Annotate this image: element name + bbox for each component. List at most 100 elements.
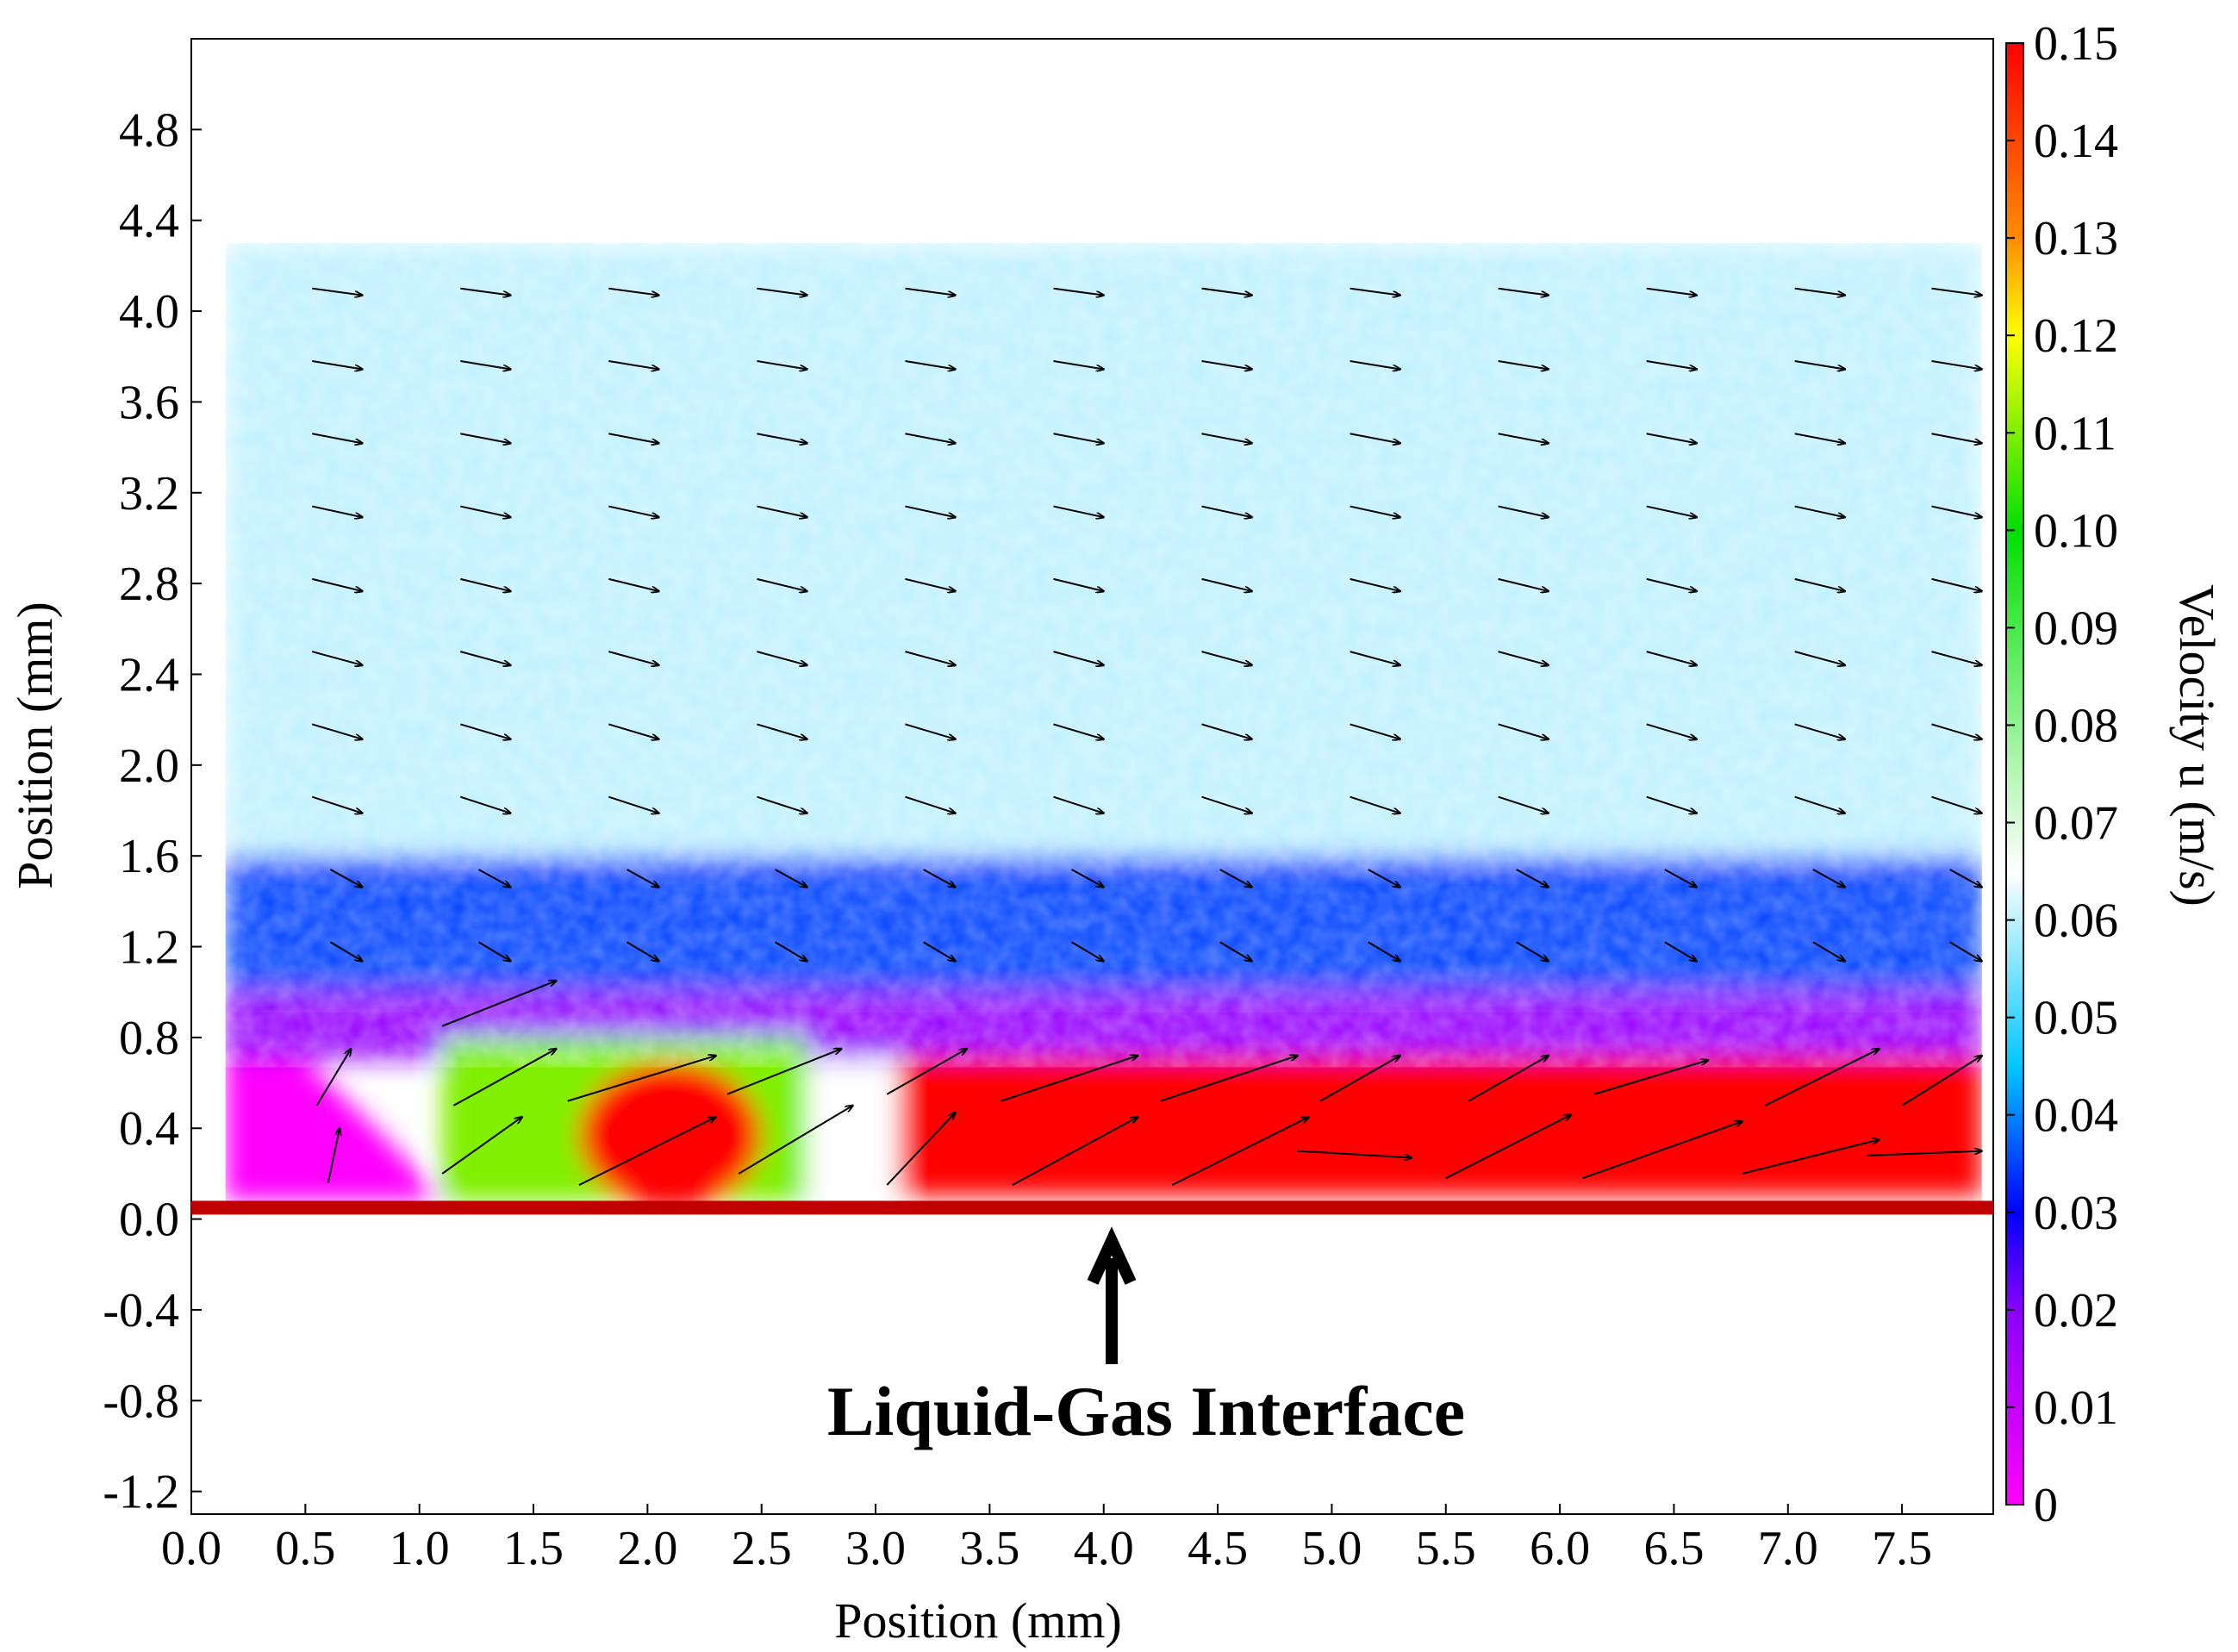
velocity-vector [905,795,955,814]
velocity-vector [1350,795,1400,814]
field-noise [225,243,1982,993]
velocity-vector [1498,287,1549,296]
velocity-vector [608,360,658,369]
velocity-vector [315,1049,352,1107]
velocity-vector [1742,1139,1880,1175]
velocity-vector [1516,869,1549,888]
colorbar-tick-label: 0.10 [2034,504,2118,558]
y-axis-label: Position (mm) [7,602,63,889]
velocity-vector [1867,1151,1981,1156]
velocity-vector [1812,869,1845,888]
velocity-vector [1794,723,1845,739]
y-tick-label: -1.2 [103,1466,179,1519]
velocity-vector [608,577,658,591]
velocity-vector [1201,651,1252,665]
velocity-vector [1646,795,1697,814]
velocity-vector [1664,941,1697,961]
colorbar-label: Velocity u (m/s) [2169,584,2225,907]
velocity-vector [1071,941,1104,961]
y-tick-label: 2.8 [119,558,179,611]
velocity-vector [460,577,510,591]
velocity-vector [1201,433,1252,443]
velocity-vector [1053,287,1104,296]
velocity-vector [923,869,956,888]
velocity-vector [311,795,362,814]
x-tick-label: 7.0 [1758,1522,1818,1575]
field-region [225,1060,443,1201]
velocity-vector [1498,505,1549,518]
velocity-field [225,243,1982,1201]
velocity-vector [1794,287,1845,296]
x-tick-label: 6.5 [1643,1522,1704,1575]
velocity-vector [608,287,658,296]
colorbar-tick-label: 0.02 [2034,1284,2118,1337]
y-tick-label: 1.6 [119,830,179,883]
velocity-vector [1350,505,1400,518]
velocity-vector [1901,1056,1982,1107]
velocity-vector [1053,360,1104,369]
velocity-vector [1931,577,1982,591]
velocity-vector [608,433,658,443]
velocity-vector [627,941,659,961]
y-tick-label: 3.6 [119,376,179,429]
field-region-group [225,243,1982,1201]
y-tick-label: 0.8 [119,1012,179,1065]
velocity-vector [1794,577,1845,591]
velocity-vector [441,981,556,1027]
velocity-vector [460,360,510,369]
y-tick-label: 4.4 [119,195,179,248]
velocity-vector [905,505,955,518]
velocity-vector [1445,1114,1572,1180]
velocity-vector [1794,651,1845,665]
velocity-vector [460,723,510,739]
y-axis-ticks: -1.2 -0.8 -0.4 0.0 0.4 0.8 1.2 1.6 2.0 2.4 2.8 3.2 3… [103,103,202,1519]
velocity-vector [905,577,955,591]
velocity-vector [1949,941,1982,961]
velocity-vector [1350,360,1400,369]
velocity-vector [1931,795,1982,814]
velocity-vector [1498,795,1549,814]
velocity-vector [1219,869,1252,888]
velocity-vector [578,1117,716,1186]
velocity-vector [1764,1049,1879,1107]
velocity-vector [1931,651,1982,665]
x-tick-label: 3.0 [845,1522,906,1575]
velocity-vector [1949,869,1982,888]
colorbar-tick-label: 0.01 [2034,1381,2118,1435]
velocity-vector [567,1056,716,1102]
velocity-vector [1350,651,1400,665]
velocity-vector [886,1049,967,1095]
velocity-vector [312,505,362,518]
velocity-vector [923,941,956,961]
velocity-vector [1001,1056,1138,1102]
velocity-vector [608,723,658,739]
y-tick-label: -0.8 [103,1375,179,1428]
colorbar-tick-label: 0.13 [2034,212,2118,265]
velocity-vector [311,723,362,739]
velocity-vector [460,433,510,443]
velocity-vector [1201,360,1252,369]
velocity-vector [477,941,511,961]
velocity-vector [1794,360,1845,369]
x-tick-label: 5.5 [1416,1522,1476,1575]
velocity-vector [1646,723,1697,739]
velocity-vector [312,651,362,665]
colorbar-tick-label: 0.14 [2034,115,2118,168]
velocity-vector [1498,433,1549,443]
velocity-vector [1516,941,1549,961]
velocity-vector [1593,1060,1708,1095]
velocity-vector [1931,723,1982,739]
x-tick-label: 6.0 [1530,1522,1590,1575]
velocity-vector [312,433,362,443]
colorbar-tick-label: 0.06 [2034,895,2118,948]
interface-pointer-arrowhead-icon [1087,1226,1137,1285]
velocity-vector [312,287,362,296]
velocity-vector [1931,287,1982,296]
velocity-vector [757,433,807,443]
velocity-vector [312,577,362,591]
colorbar-tick-label: 0.07 [2034,797,2118,851]
velocity-vector [757,360,807,369]
velocity-vector [1368,869,1400,888]
velocity-vector [1350,287,1400,296]
velocity-vector [1053,505,1104,518]
